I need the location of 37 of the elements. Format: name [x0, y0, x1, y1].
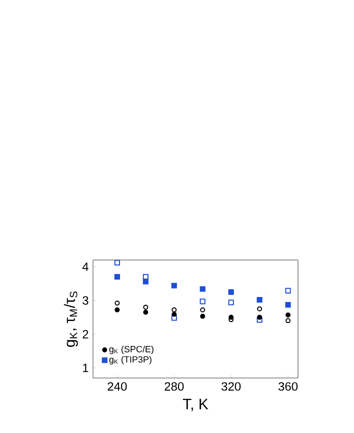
- point: [200, 286, 206, 292]
- point: [285, 288, 291, 294]
- legend-label: g$_{K}$ (TIP3P): [109, 356, 152, 364]
- y-tick-label: 4: [82, 262, 88, 271]
- point: [228, 289, 234, 295]
- x-axis-title: T, K: [182, 398, 208, 412]
- point: [285, 302, 291, 308]
- point: [286, 318, 291, 324]
- point: [142, 278, 148, 284]
- point: [143, 310, 148, 315]
- point: [114, 300, 120, 306]
- point: [142, 274, 148, 280]
- point: [228, 300, 234, 306]
- point: [286, 312, 291, 318]
- x-tick-label: 240: [108, 382, 127, 391]
- point: [114, 274, 120, 280]
- point: [171, 282, 177, 288]
- x-tick-label: 280: [164, 382, 184, 391]
- point: [114, 307, 120, 312]
- point: [114, 260, 120, 266]
- y-tick-label: 3: [82, 296, 88, 305]
- legend-label: g$_{K}$ (SPC/E): [109, 346, 154, 354]
- point: [200, 307, 206, 312]
- point: [200, 314, 206, 319]
- x-tick-label: 360: [278, 382, 298, 391]
- point: [200, 298, 206, 304]
- point: [257, 306, 262, 312]
- point: [172, 312, 177, 317]
- x-tick-label: 320: [222, 382, 241, 391]
- y-tick-label: 2: [82, 330, 88, 338]
- point: [143, 304, 148, 310]
- point: [172, 307, 177, 312]
- y-tick-label: 1: [83, 364, 88, 372]
- point: [256, 296, 262, 303]
- point: [257, 314, 262, 320]
- y-axis-title: g$_{K}$, τ$_{M}$/τ$_{S}$: [64, 292, 78, 347]
- point: [228, 314, 234, 320]
